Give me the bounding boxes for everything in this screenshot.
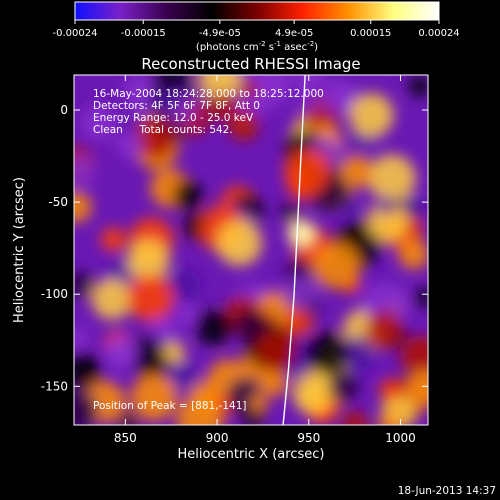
heatmap-blob	[255, 329, 298, 373]
heatmap-blob	[279, 201, 300, 222]
footer-date: 18-Jun-2013 14:37	[398, 485, 496, 497]
heatmap-blob	[248, 75, 292, 106]
y-axis-ticks: 0 -50 -100 -150	[41, 103, 428, 393]
heatmap-blob	[405, 369, 428, 408]
x-axis-label: Heliocentric X (arcsec)	[178, 447, 325, 462]
y-tick-label: -100	[41, 287, 68, 301]
colorbar-units-label: (photons cm-2 s-1 asec-2)	[196, 40, 318, 53]
heatmap-blob	[129, 334, 173, 378]
heatmap-blob	[408, 75, 428, 97]
colorbar-tick-label: -0.00015	[121, 28, 166, 39]
x-tick-label: 1000	[385, 431, 416, 445]
heatmap-blob	[124, 75, 157, 106]
heatmap-blob	[321, 79, 357, 115]
heatmap-blob	[81, 105, 117, 141]
heatmap-blob	[119, 413, 138, 425]
heatmap-blob	[368, 154, 416, 203]
heatmap-blob	[126, 238, 170, 283]
heatmap-blob	[169, 361, 199, 391]
heatmap-blob	[306, 332, 350, 375]
heatmap-blob	[398, 238, 428, 270]
heatmap-blob	[127, 274, 175, 322]
heatmap-blob	[194, 307, 233, 346]
heatmap-blob	[285, 308, 313, 336]
heatmap-blob	[132, 117, 176, 160]
heatmap-blob	[292, 373, 334, 415]
heatmap-blob	[249, 393, 268, 412]
heatmap-blob	[74, 154, 95, 185]
heatmap-blob	[100, 227, 126, 253]
x-tick-label: 850	[114, 431, 137, 445]
y-tick-label: 0	[60, 103, 68, 117]
x-axis-ticks: 850 900 950 1000	[114, 75, 416, 445]
heatmap-blob	[284, 148, 331, 196]
heatmap-blob	[91, 278, 133, 320]
colorbar-tick-label: 0.00024	[418, 28, 459, 39]
colorbar-tick-label: 0.00015	[350, 28, 391, 39]
annotation-energy-range: Energy Range: 12.0 - 25.0 keV	[93, 112, 254, 124]
heatmap-blob	[116, 130, 144, 158]
heatmap-blob	[176, 395, 224, 425]
heatmap-blob	[209, 92, 238, 120]
heatmap-blob	[400, 335, 428, 377]
colorbar-tick-label: 4.9e-05	[275, 28, 313, 39]
heatmap-blob	[379, 378, 401, 401]
heatmap-blob	[175, 302, 200, 327]
heatmap-blob	[151, 318, 177, 344]
x-tick-label: 900	[206, 431, 229, 445]
plot-frame	[73, 74, 429, 426]
heatmap-blob	[366, 200, 408, 242]
heatmap-blob	[163, 341, 186, 364]
heatmap-blob	[259, 368, 287, 397]
heatmap-blobs	[74, 75, 428, 425]
chart-title: Reconstructed RHESSI Image	[141, 55, 360, 73]
heatmap-blob	[130, 374, 178, 421]
solar-limb-curve	[282, 75, 306, 425]
colorbar-tick-label: -0.00024	[53, 28, 98, 39]
annotation-detectors: Detectors: 4F 5F 6F 7F 8F, Att 0	[93, 100, 260, 112]
y-axis-label: Heliocentric Y (arcsec)	[12, 177, 27, 323]
heatmap-blob	[74, 191, 92, 223]
heatmap-blob	[365, 311, 404, 350]
heatmap-blob	[74, 390, 99, 425]
heatmap-blob	[238, 79, 259, 99]
heatmap-blob	[216, 220, 263, 267]
heatmap-blob	[74, 271, 94, 298]
heatmap-blob	[342, 411, 369, 425]
heatmap-blob	[378, 413, 400, 425]
heatmap-blob	[411, 287, 428, 309]
heatmap-blob	[402, 196, 425, 219]
heatmap-blob	[228, 109, 260, 141]
heatmap-blob	[107, 338, 136, 366]
heatmap-blob	[74, 351, 102, 389]
colorbar-ticks: -0.00024 -0.00015 -4.9e-05 4.9e-05 0.00015 0.…	[53, 20, 460, 39]
colorbar: -0.00024 -0.00015 -4.9e-05 4.9e-05 0.00015 0.…	[53, 1, 460, 53]
heatmap-blob	[327, 371, 360, 403]
heatmap-blob	[234, 309, 267, 342]
heatmap-blob	[160, 88, 183, 110]
annotation-time-range: 16-May-2004 18:24:28.000 to 18:25:12.000	[93, 88, 324, 100]
heatmap-blob	[313, 242, 361, 290]
heatmap-image	[74, 75, 428, 425]
colorbar-bar	[74, 1, 440, 21]
x-tick-label: 950	[297, 431, 320, 445]
annotation-block: 16-May-2004 18:24:28.000 to 18:25:12.000…	[93, 88, 324, 136]
heatmap-blob	[295, 75, 325, 92]
heatmap-blob	[377, 195, 397, 215]
heatmap-blob	[74, 327, 88, 351]
heatmap-blob	[282, 275, 318, 311]
heatmap-blob	[172, 180, 203, 210]
heatmap-blob	[169, 269, 201, 302]
y-tick-label: -50	[48, 195, 68, 209]
heatmap-blob	[349, 93, 394, 138]
annotation-clean-counts: Clean Total counts: 542.	[93, 124, 233, 136]
annotation-peak-position: Position of Peak = [881,-141]	[93, 400, 247, 412]
y-tick-label: -150	[41, 379, 68, 393]
colorbar-tick-label: -4.9e-05	[199, 28, 241, 39]
heatmap-blob	[128, 102, 148, 122]
heatmap-blob	[340, 155, 373, 188]
